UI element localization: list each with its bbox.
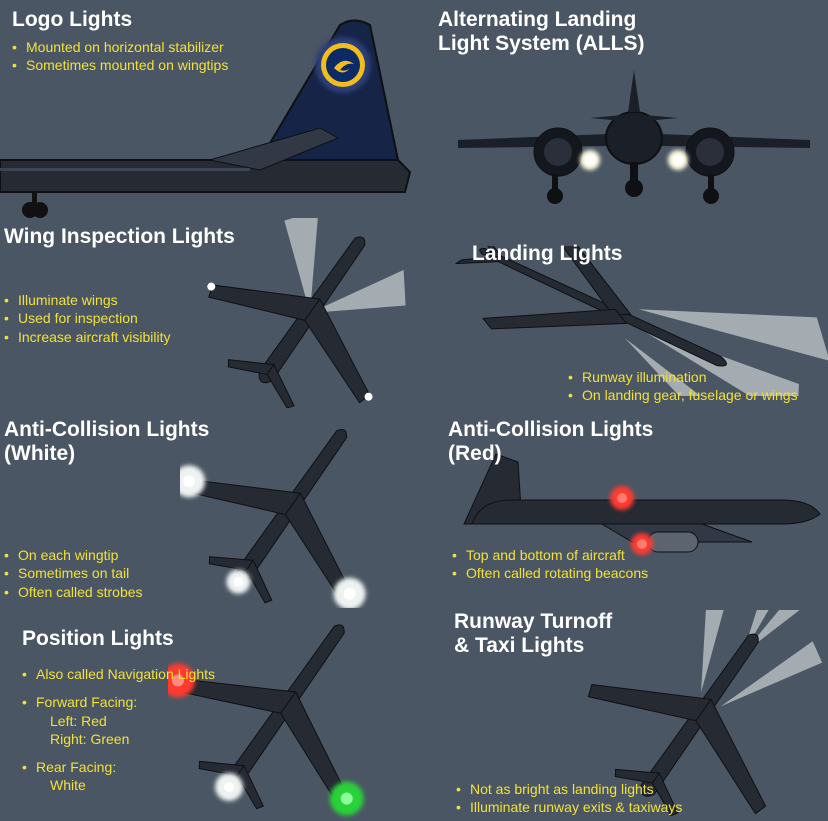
panel-taxi-lights: Runway Turnoff& Taxi Lights [454,610,814,658]
bullet-item: Top and bottom of aircraft [452,546,812,564]
bullets-position-lights: Also called Navigation Lights Forward Fac… [22,665,302,794]
bullet-item: Illuminate wings [4,291,254,309]
panel-acw: Anti-Collision Lights(White) On each win… [4,418,264,601]
bullet-item: Often called rotating beacons [452,564,812,582]
bullet-item: Often called strobes [4,583,264,601]
bullet-item: Increase aircraft visibility [4,328,254,346]
panel-wing-inspection: Wing Inspection Lights Illuminate wingsU… [4,225,254,346]
panel-position-lights: Position Lights Also called Navigation L… [22,627,302,794]
panel-alls: Alternating LandingLight System (ALLS) [438,8,818,56]
bullets-landing-lights: Runway illuminationOn landing gear, fuse… [568,368,828,404]
title-taxi-lights: Runway Turnoff& Taxi Lights [454,610,814,658]
bullet-item: Sometimes mounted on wingtips [12,56,402,74]
bullets-wing-inspection: Illuminate wingsUsed for inspectionIncre… [4,291,254,346]
plane-alls [440,60,828,220]
bullet-item: Forward Facing: [22,693,302,711]
sub-item: Right: Green [22,730,302,748]
bullet-item: Illuminate runway exits & taxiways [456,798,826,816]
sub-item: Left: Red [22,712,302,730]
title-landing-lights: Landing Lights [472,242,822,266]
bullet-item: Also called Navigation Lights [22,665,302,683]
bullet-item: Not as bright as landing lights [456,780,826,798]
panel-landing-lights: Landing Lights [472,242,822,266]
title-wing-inspection: Wing Inspection Lights [4,225,254,249]
bullet-item: Rear Facing: [22,758,302,776]
bullet-item: On each wingtip [4,546,264,564]
bullets-taxi-lights: Not as bright as landing lightsIlluminat… [456,780,826,816]
title-acw: Anti-Collision Lights(White) [4,418,264,466]
bullet-item: Runway illumination [568,368,828,386]
panel-logo-lights: Logo Lights Mounted on horizontal stabil… [12,8,402,75]
title-acr: Anti-Collision Lights(Red) [448,418,818,466]
bullet-item: Used for inspection [4,309,254,327]
title-position-lights: Position Lights [22,627,302,651]
panel-acr: Anti-Collision Lights(Red) [448,418,818,466]
bullets-acw: On each wingtipSometimes on tailOften ca… [4,546,264,601]
bullet-item: Mounted on horizontal stabilizer [12,38,402,56]
bullets-logo-lights: Mounted on horizontal stabilizerSometime… [12,38,402,74]
bullets-acr: Top and bottom of aircraftOften called r… [452,546,812,582]
sub-item: White [22,776,302,794]
bullet-item: Sometimes on tail [4,564,264,582]
title-logo-lights: Logo Lights [12,8,402,32]
title-alls: Alternating LandingLight System (ALLS) [438,8,818,56]
bullet-item: On landing gear, fuselage or wings [568,386,828,404]
